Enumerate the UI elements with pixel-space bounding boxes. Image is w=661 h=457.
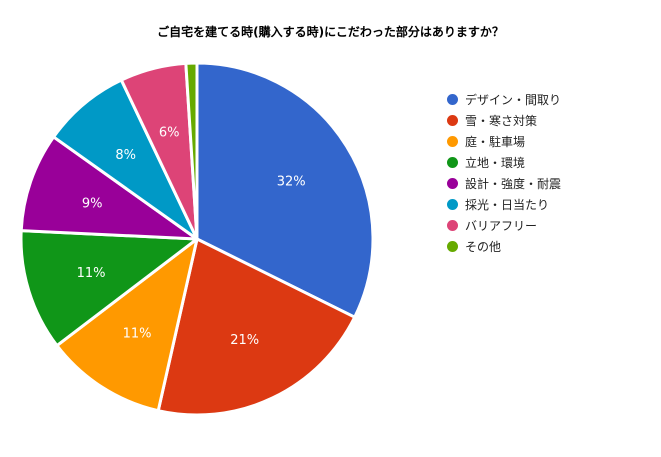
legend-swatch — [447, 115, 458, 126]
legend-item[interactable]: 庭・駐車場 — [447, 131, 561, 152]
legend-item[interactable]: デザイン・間取り — [447, 89, 561, 110]
legend-label: 採光・日当たり — [465, 198, 550, 212]
legend-swatch — [447, 199, 458, 210]
legend-item[interactable]: 立地・環境 — [447, 152, 561, 173]
slice-percent-label: 9% — [82, 197, 103, 212]
chart-title: ご自宅を建てる時(購入する時)にこだわった部分はありますか？ — [157, 25, 504, 39]
slice-percent-label: 6% — [159, 126, 180, 141]
legend-label: バリアフリー — [465, 219, 538, 233]
legend-item[interactable]: バリアフリー — [447, 215, 561, 236]
legend-item[interactable]: 雪・寒さ対策 — [447, 110, 561, 131]
legend-swatch — [447, 136, 458, 147]
legend-item[interactable]: 採光・日当たり — [447, 194, 561, 215]
legend: デザイン・間取り 雪・寒さ対策 庭・駐車場立地・環境設計・強度・耐震 採光・日当たりバ… — [447, 89, 561, 257]
legend-swatch — [447, 241, 458, 252]
legend-label: デザイン・間取り — [465, 93, 562, 107]
pie-slice[interactable] — [52, 78, 199, 241]
legend-swatch — [447, 178, 458, 189]
slice-percent-label: 32% — [277, 175, 306, 190]
pie-slice[interactable] — [55, 237, 199, 413]
legend-swatch — [447, 94, 458, 105]
pie-slice[interactable] — [156, 237, 357, 417]
pie-slice[interactable] — [195, 61, 375, 319]
slice-percent-label: 21% — [230, 333, 259, 348]
legend-swatch — [447, 157, 458, 168]
legend-item[interactable]: 設計・強度・耐震 — [447, 173, 561, 194]
pie-slice[interactable] — [184, 61, 199, 241]
legend-label: 雪・寒さ対策 — [465, 114, 538, 128]
pie-slice[interactable] — [19, 229, 199, 348]
slice-percent-label: 11% — [123, 326, 152, 341]
legend-label: 設計・強度・耐震 — [465, 177, 562, 191]
legend-swatch — [447, 220, 458, 231]
pie-slice[interactable] — [19, 135, 199, 241]
slice-percent-label: 11% — [77, 266, 106, 281]
legend-label: 立地・環境 — [465, 156, 526, 170]
legend-item[interactable]: その他 — [447, 236, 561, 257]
legend-label: その他 — [465, 240, 502, 254]
slice-percent-label: 8% — [115, 148, 136, 163]
legend-label: 庭・駐車場 — [465, 135, 526, 149]
